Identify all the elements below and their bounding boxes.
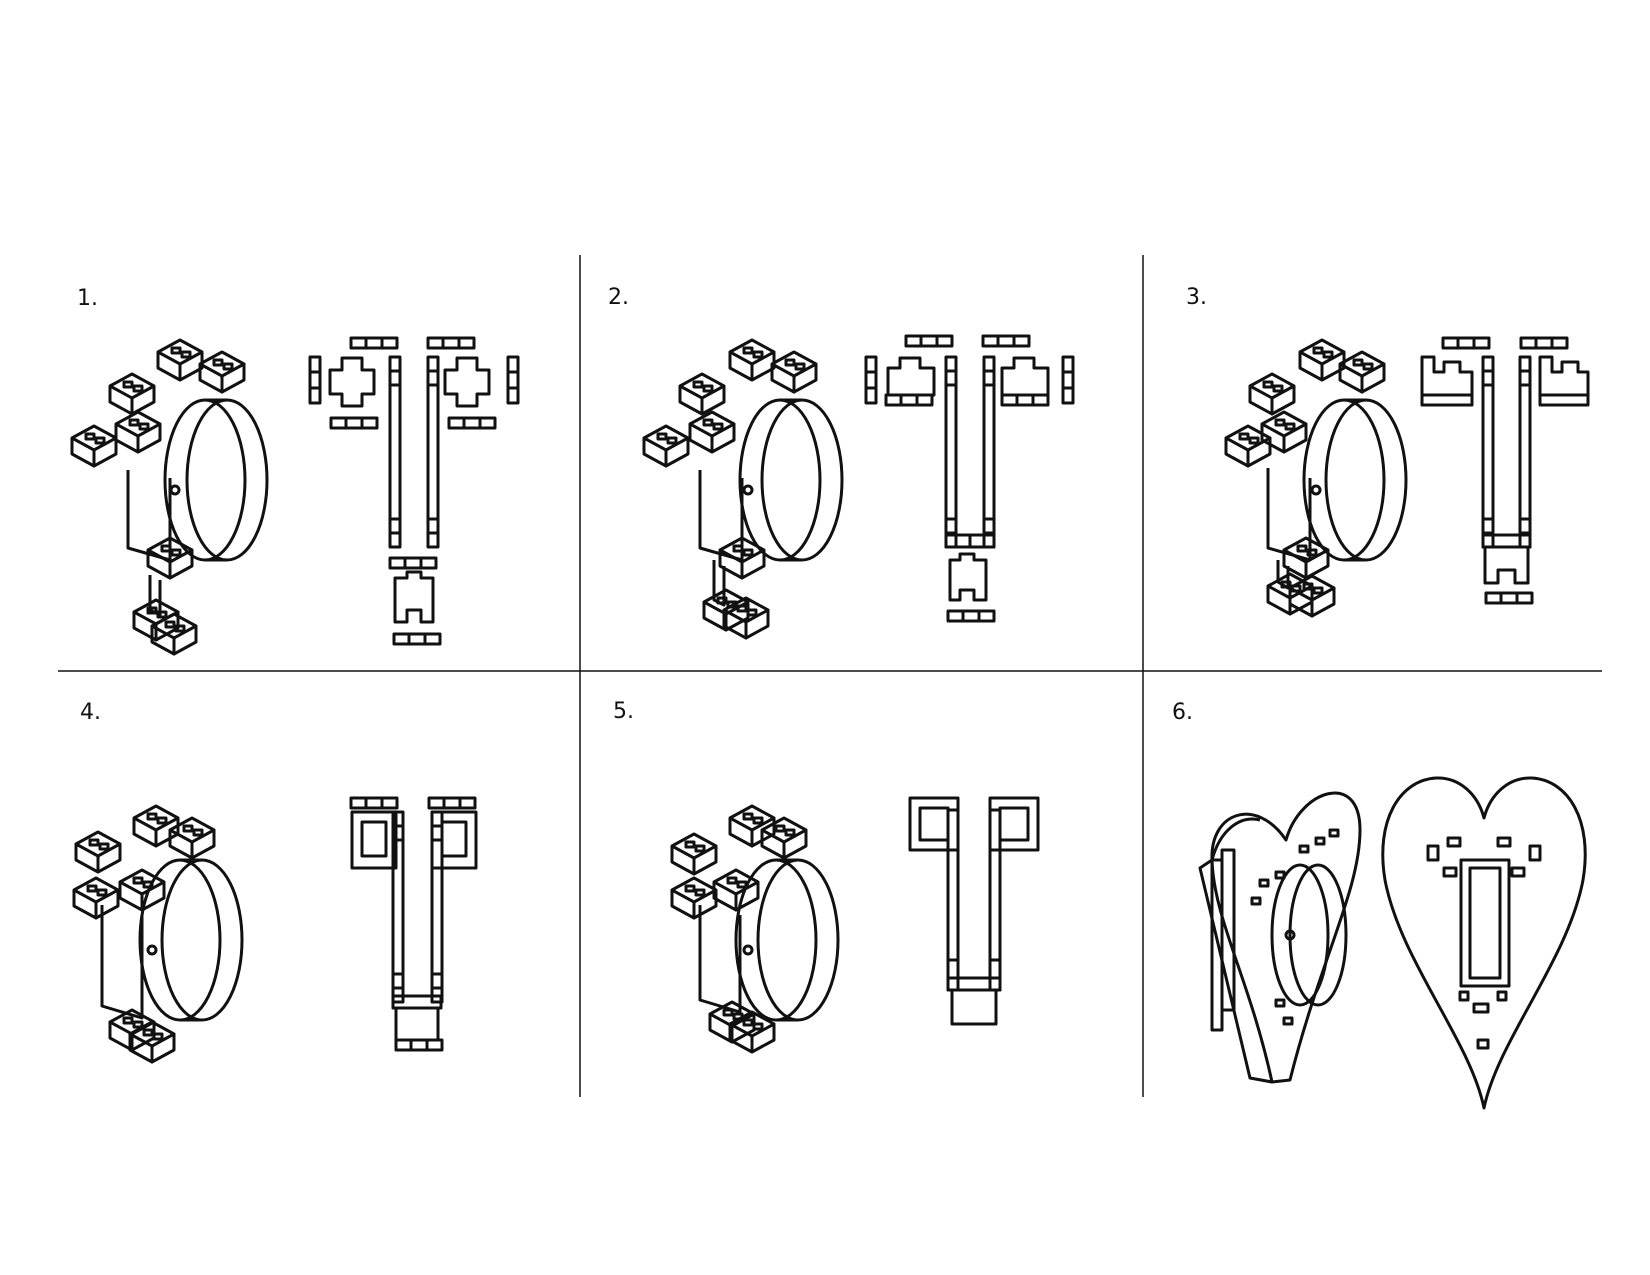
step-6-flat-heart bbox=[1381, 776, 1587, 1110]
step-4-flat-parts bbox=[349, 796, 478, 1052]
step-1-number: 1. bbox=[77, 286, 98, 311]
step-5-number: 5. bbox=[613, 699, 634, 724]
step-3-number: 3. bbox=[1186, 285, 1207, 310]
step-3-flat-parts bbox=[1420, 336, 1590, 605]
step-5-assembled-view bbox=[670, 804, 840, 1054]
step-5-flat-parts bbox=[908, 796, 1040, 1026]
step-6-number: 6. bbox=[1172, 700, 1193, 725]
step-2-flat-parts bbox=[864, 334, 1075, 623]
step-1-flat-parts bbox=[308, 336, 520, 646]
step-2-assembled-view bbox=[642, 338, 844, 640]
step-3-assembled-view bbox=[1224, 338, 1408, 618]
step-6-assembled-heart bbox=[1198, 791, 1362, 1084]
step-1-assembled-view bbox=[70, 338, 269, 656]
step-4-number: 4. bbox=[80, 700, 101, 725]
step-2-number: 2. bbox=[608, 285, 629, 310]
step-4-assembled-view bbox=[72, 804, 244, 1064]
